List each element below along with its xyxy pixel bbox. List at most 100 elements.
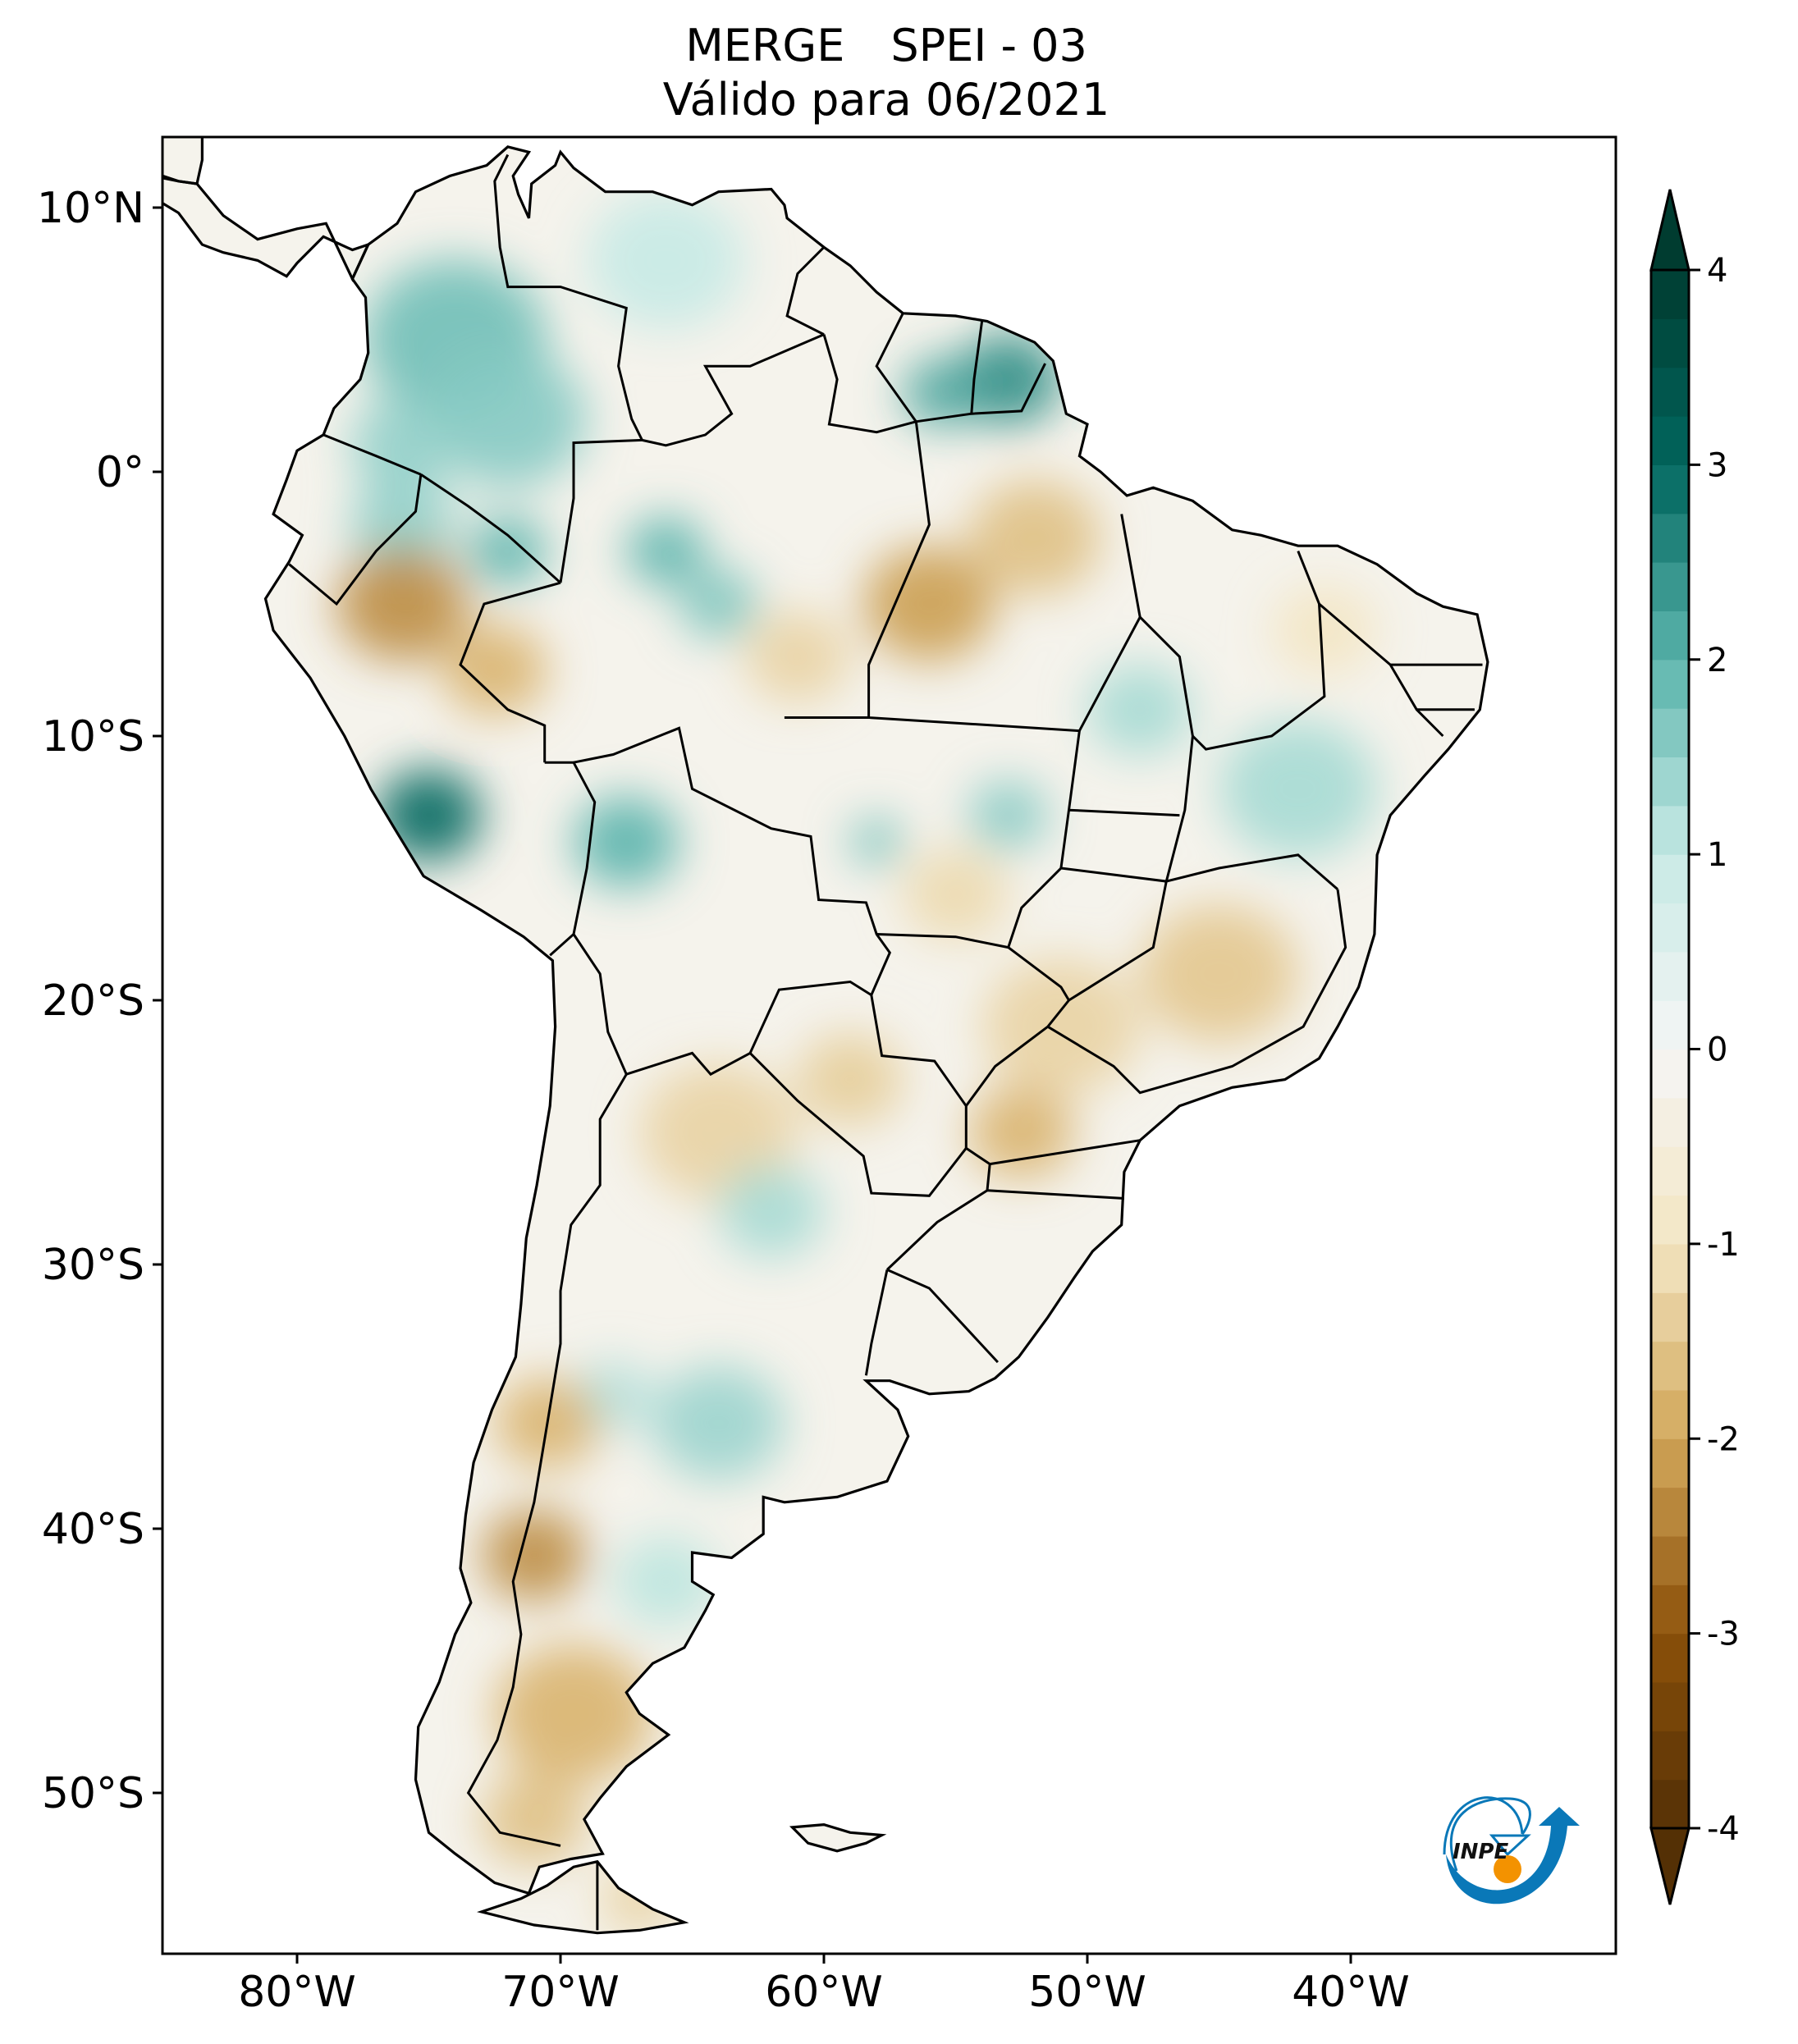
country-border	[420, 473, 562, 584]
spei-anomaly	[376, 769, 482, 862]
lat-tick-label: 20°S	[42, 976, 144, 1026]
country-border	[1047, 889, 1347, 1095]
spei-anomaly	[481, 1773, 587, 1866]
colorbar-segment	[1651, 1243, 1689, 1293]
lon-tick-label: 80°W	[238, 1968, 356, 2017]
spei-anomaly	[1271, 584, 1377, 677]
colorbar-segment	[1651, 1779, 1689, 1829]
country-border	[573, 726, 892, 996]
spei-anomaly	[679, 569, 758, 638]
spei-anomaly	[968, 1086, 1074, 1178]
spei-anomaly	[441, 624, 547, 716]
spei-anomaly	[850, 818, 904, 865]
country-border	[989, 1139, 1141, 1166]
spei-anomaly	[428, 350, 587, 488]
country-border	[916, 363, 1046, 423]
colorbar-tick-label: 4	[1707, 252, 1727, 290]
colorbar-segment	[1651, 416, 1689, 465]
spei-anomaly	[798, 1033, 904, 1126]
coastline	[162, 176, 371, 282]
spei-anomaly	[1140, 904, 1298, 1043]
country-border	[288, 473, 423, 606]
chart-subtitle: Válido para 06/2021	[662, 74, 1110, 126]
colorbar: 4 3 2 1 0 -1 -2 -3 -4	[1649, 189, 1740, 1905]
spei-anomaly	[468, 516, 547, 586]
country-border	[875, 313, 917, 423]
country-border	[1318, 602, 1444, 738]
spei-anomaly	[968, 480, 1100, 596]
lat-tick-label: 40°S	[42, 1505, 144, 1554]
coastline	[476, 1859, 689, 1935]
colorbar-segment	[1651, 610, 1689, 661]
colorbar-tick-label: -2	[1707, 1420, 1740, 1458]
chart-title: MERGE SPEI - 03	[0, 21, 1773, 71]
country-border	[559, 438, 643, 583]
spei-anomaly	[744, 610, 850, 703]
coastline	[162, 137, 204, 185]
colorbar-extend-max	[1649, 189, 1690, 272]
spei-anomaly	[336, 546, 469, 661]
colorbar-segment	[1651, 1097, 1689, 1147]
colorbar-segment	[1651, 513, 1689, 563]
lat-tick-label: 30°S	[42, 1241, 144, 1290]
lon-tick-label: 50°W	[1028, 1968, 1146, 2017]
coastline	[789, 1822, 887, 1853]
colorbar-segment	[1651, 1731, 1689, 1781]
colorbar-segment	[1651, 1438, 1689, 1488]
country-border	[323, 433, 422, 476]
map-frame	[161, 135, 1617, 1955]
colorbar-tick-label: -3	[1707, 1616, 1740, 1653]
country-border	[965, 730, 1081, 1107]
colorbar-segment	[1651, 1535, 1689, 1585]
colorbar-segment	[1651, 1633, 1689, 1683]
colorbar-tick-label: 0	[1707, 1031, 1727, 1069]
colorbar-segment	[1651, 659, 1689, 709]
country-border	[572, 933, 628, 1075]
country-border	[1060, 867, 1169, 1002]
country-border	[1068, 808, 1180, 817]
spei-anomaly	[1219, 720, 1377, 858]
colorbar-segment	[1651, 270, 1689, 319]
colorbar-tick-label: 2	[1707, 642, 1727, 679]
inpe-logo: INPE	[1443, 1796, 1580, 1905]
lat-tick-label: 50°S	[42, 1769, 144, 1818]
country-border	[785, 246, 826, 336]
spei-anomaly	[903, 358, 982, 428]
country-border	[459, 581, 561, 763]
colorbar-segment	[1651, 1292, 1689, 1342]
country-border	[544, 761, 597, 957]
country-border	[986, 1189, 1124, 1200]
country-border	[970, 321, 984, 414]
lon-tick-label: 60°W	[765, 1968, 883, 2017]
colorbar-segment	[1651, 1195, 1689, 1245]
colorbar-tick-label: -1	[1707, 1226, 1740, 1264]
country-border	[748, 980, 872, 1054]
colorbar-segment	[1651, 1341, 1689, 1391]
title-product: MERGE	[685, 20, 845, 71]
spei-anomaly	[626, 516, 706, 586]
spei-anomaly	[350, 399, 455, 492]
colorbar-segment	[1651, 367, 1689, 417]
latitude-axis: 10°N 0° 10°S 20°S 30°S 40°S 50°S	[37, 184, 162, 1818]
colorbar-segment	[1651, 1487, 1689, 1537]
colorbar-segment	[1651, 318, 1689, 368]
country-border	[864, 1269, 889, 1376]
country-borders	[288, 153, 1483, 1931]
lat-tick-label: 0°	[96, 448, 144, 497]
colorbar-segment	[1651, 805, 1689, 855]
spei-anomaly	[574, 795, 679, 888]
spei-anomaly	[639, 1063, 798, 1201]
lat-tick-label: 10°S	[42, 712, 144, 761]
country-border	[1192, 551, 1326, 751]
spei-anomaly	[481, 1509, 587, 1602]
colorbar-tick-label: -4	[1707, 1810, 1740, 1848]
country-border	[886, 1269, 1000, 1364]
colorbar-extend-min	[1649, 1827, 1690, 1905]
country-border	[870, 995, 968, 1149]
spei-anomaly	[600, 1863, 679, 1933]
country-border	[749, 1052, 968, 1197]
spei-anomaly	[652, 1365, 785, 1481]
